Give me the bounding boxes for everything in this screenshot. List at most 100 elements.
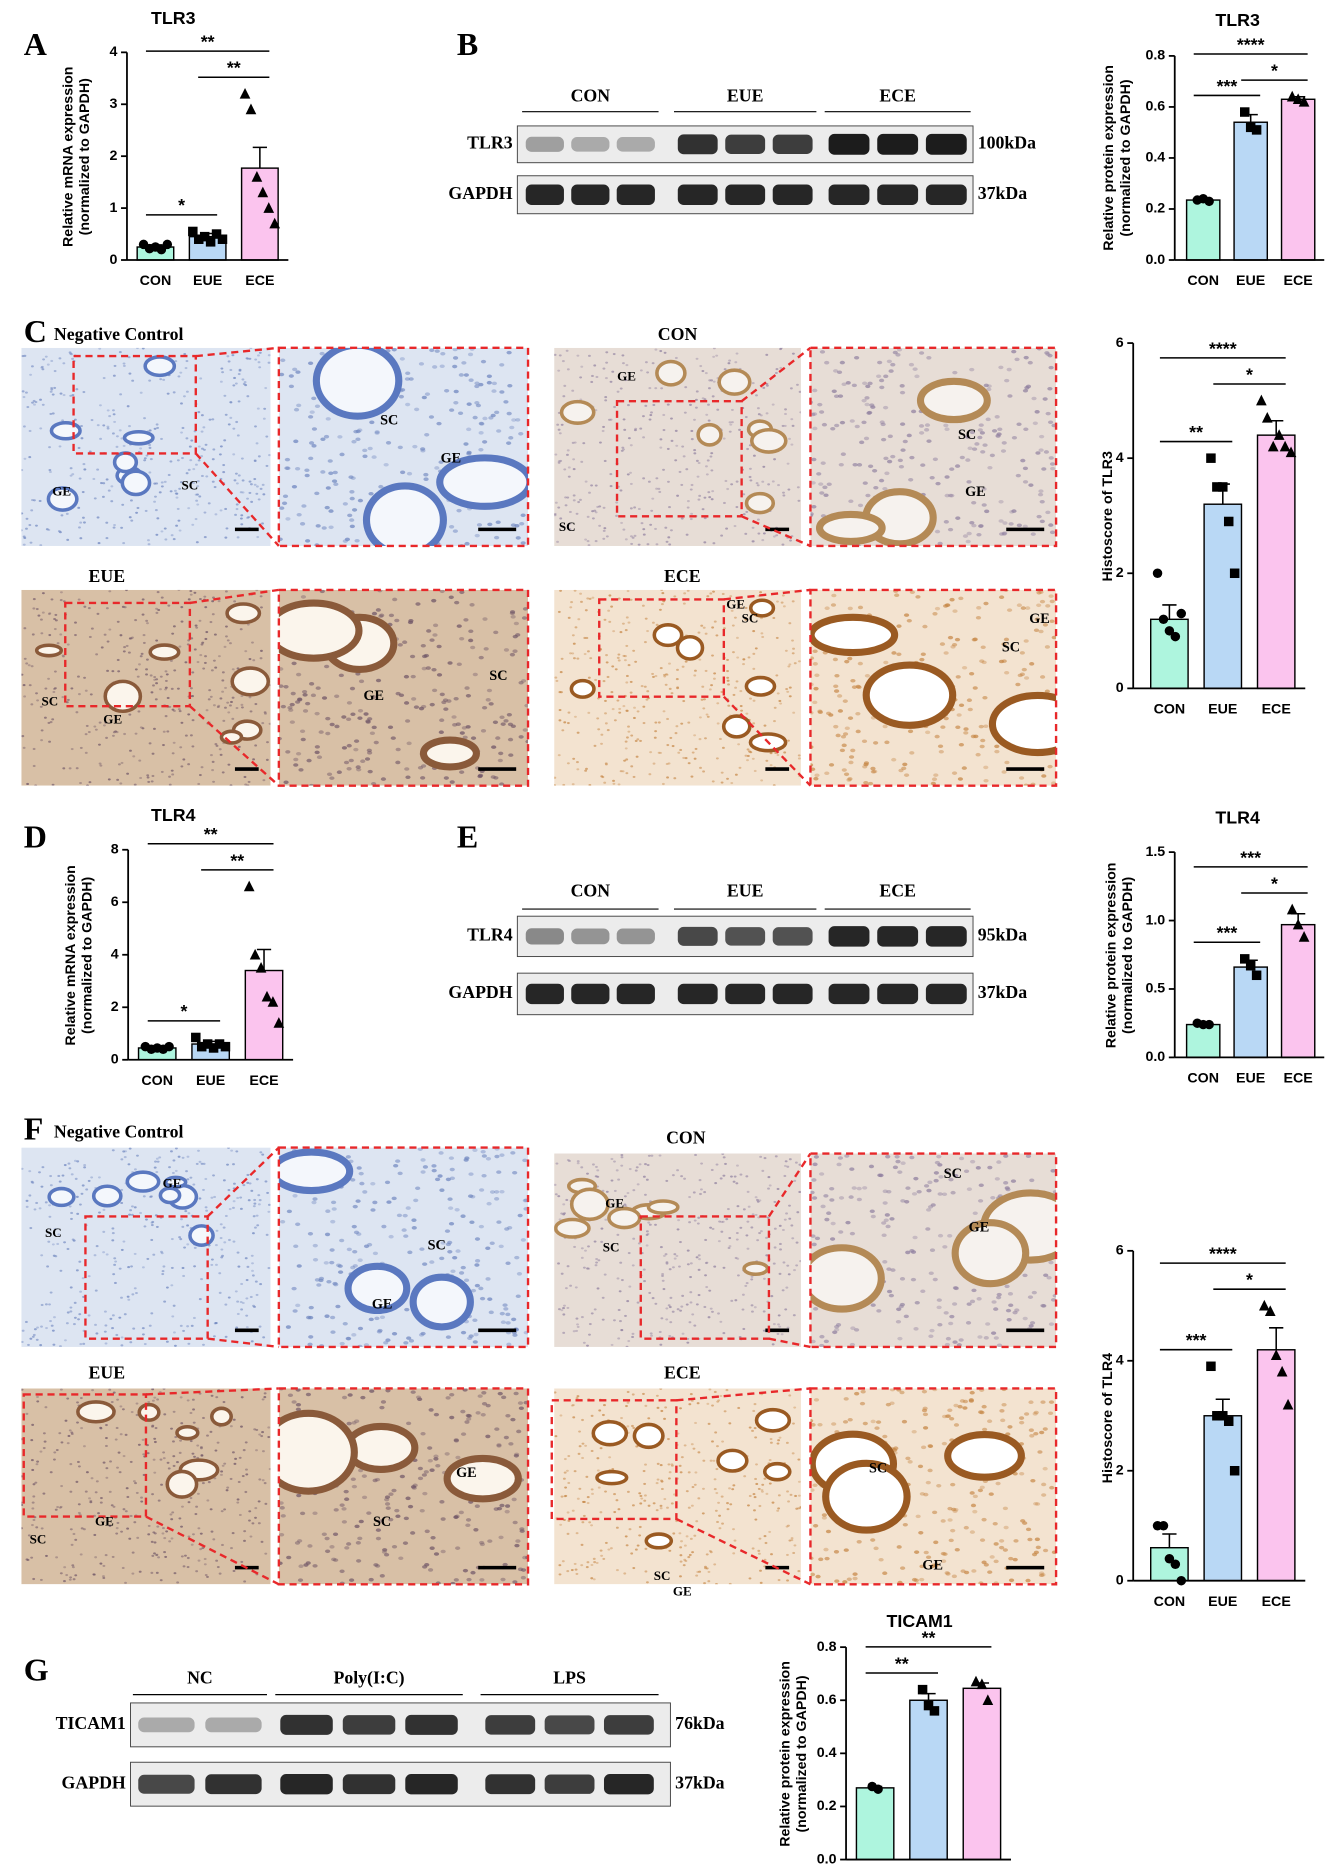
nucleus bbox=[429, 1468, 435, 1472]
nucleus bbox=[135, 511, 139, 514]
nucleus bbox=[507, 737, 514, 742]
nucleus bbox=[578, 1430, 581, 1433]
nucleus bbox=[310, 693, 317, 698]
nucleus bbox=[689, 403, 692, 406]
nucleus bbox=[952, 370, 958, 375]
nucleus bbox=[576, 354, 580, 357]
nucleus bbox=[834, 1327, 840, 1332]
nucleus bbox=[747, 1504, 750, 1507]
nucleus bbox=[576, 1323, 579, 1326]
nucleus bbox=[478, 655, 484, 660]
nucleus bbox=[713, 620, 717, 623]
nucleus bbox=[155, 607, 158, 610]
nucleus bbox=[667, 1477, 671, 1480]
nucleus bbox=[168, 1540, 172, 1543]
nucleus bbox=[224, 1214, 228, 1218]
nucleus bbox=[770, 1295, 774, 1298]
nucleus bbox=[751, 1213, 755, 1216]
nucleus bbox=[439, 1188, 445, 1192]
nucleus bbox=[127, 651, 131, 654]
nucleus bbox=[708, 387, 711, 390]
nucleus bbox=[439, 1500, 445, 1504]
nucleus bbox=[685, 1303, 689, 1306]
nucleus bbox=[129, 637, 133, 640]
nucleus bbox=[167, 473, 171, 477]
nucleus bbox=[647, 1417, 651, 1420]
nucleus bbox=[246, 1173, 250, 1177]
nucleus bbox=[948, 1321, 954, 1326]
nucleus bbox=[403, 674, 410, 679]
nucleus bbox=[474, 533, 480, 538]
nucleus bbox=[375, 608, 381, 612]
nucleus bbox=[639, 427, 643, 430]
nucleus bbox=[625, 674, 629, 678]
nucleus bbox=[245, 1297, 249, 1300]
nucleus bbox=[214, 513, 218, 516]
nucleus bbox=[1015, 682, 1021, 687]
nucleus bbox=[847, 606, 853, 611]
nucleus bbox=[704, 372, 708, 375]
nucleus bbox=[121, 605, 125, 608]
nucleus bbox=[965, 1321, 972, 1325]
nucleus bbox=[194, 1512, 198, 1516]
nucleus bbox=[47, 1240, 51, 1243]
nucleus bbox=[742, 1327, 746, 1331]
nucleus bbox=[324, 664, 330, 669]
nucleus bbox=[331, 1207, 337, 1211]
nucleus bbox=[267, 1435, 271, 1439]
nucleus bbox=[686, 1263, 690, 1266]
nucleus bbox=[136, 347, 139, 350]
blot-group-label: EUE bbox=[727, 881, 764, 901]
nucleus bbox=[617, 659, 621, 662]
nucleus bbox=[69, 1310, 73, 1313]
nucleus bbox=[44, 687, 48, 690]
nucleus bbox=[148, 471, 152, 474]
tissue-label: SC bbox=[559, 519, 576, 534]
nucleus bbox=[170, 1150, 173, 1153]
nucleus bbox=[237, 745, 241, 748]
nucleus bbox=[402, 1213, 408, 1218]
nucleus bbox=[715, 1491, 719, 1495]
nucleus bbox=[105, 607, 109, 610]
nucleus bbox=[841, 743, 847, 748]
nucleus bbox=[472, 415, 478, 420]
nucleus bbox=[590, 1312, 594, 1315]
nucleus bbox=[1000, 449, 1007, 453]
nucleus bbox=[784, 412, 787, 416]
nucleus bbox=[128, 425, 131, 428]
blot-band bbox=[616, 184, 655, 205]
nucleus bbox=[125, 1487, 129, 1490]
nucleus bbox=[355, 672, 361, 676]
nucleus bbox=[737, 603, 741, 606]
nucleus bbox=[372, 1478, 378, 1483]
nucleus bbox=[366, 1511, 372, 1515]
nucleus bbox=[173, 1331, 176, 1334]
nucleus bbox=[436, 673, 443, 677]
nucleus bbox=[784, 649, 788, 652]
nucleus bbox=[705, 473, 709, 476]
nucleus bbox=[669, 1296, 673, 1299]
nucleus bbox=[105, 1467, 109, 1470]
nucleus bbox=[391, 347, 397, 352]
nucleus bbox=[61, 654, 65, 657]
nucleus bbox=[236, 536, 240, 539]
nucleus bbox=[265, 464, 269, 467]
nucleus bbox=[62, 362, 66, 365]
nucleus bbox=[315, 524, 321, 528]
nucleus bbox=[762, 386, 766, 389]
nucleus bbox=[48, 1204, 51, 1207]
nucleus bbox=[792, 711, 796, 714]
nucleus bbox=[120, 1248, 124, 1251]
nucleus bbox=[673, 1257, 677, 1260]
nucleus bbox=[1019, 672, 1025, 677]
nucleus bbox=[128, 1537, 132, 1540]
nucleus bbox=[167, 604, 171, 607]
nucleus bbox=[102, 1251, 106, 1254]
nucleus bbox=[260, 649, 263, 652]
nucleus bbox=[566, 449, 570, 452]
nucleus bbox=[788, 1158, 792, 1161]
nucleus bbox=[678, 1265, 681, 1268]
nucleus bbox=[632, 1566, 636, 1570]
blot-band bbox=[828, 926, 870, 947]
nucleus bbox=[654, 387, 658, 390]
